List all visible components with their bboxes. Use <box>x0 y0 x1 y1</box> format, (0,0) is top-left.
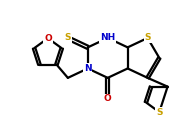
Text: O: O <box>104 94 112 103</box>
Text: S: S <box>65 33 71 42</box>
Text: N: N <box>84 64 92 73</box>
Text: S: S <box>156 108 163 117</box>
Text: O: O <box>44 34 52 43</box>
Text: S: S <box>144 33 151 42</box>
Text: NH: NH <box>100 33 115 42</box>
